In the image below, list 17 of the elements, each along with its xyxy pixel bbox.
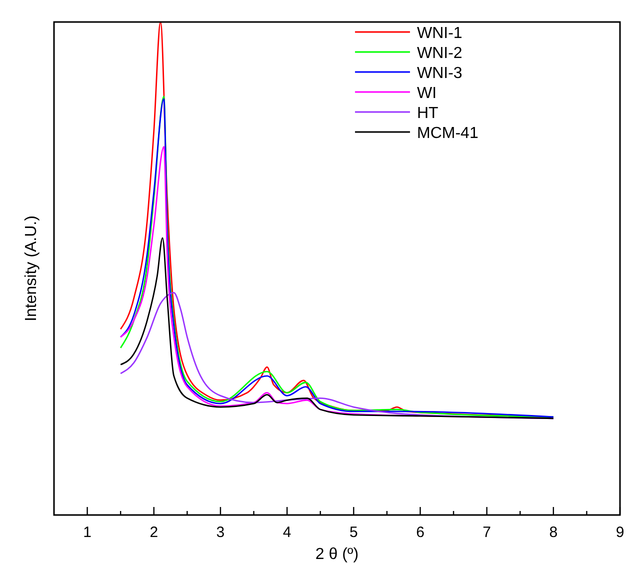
legend-label: WNI-2 bbox=[417, 45, 462, 62]
x-tick-label: 6 bbox=[416, 524, 424, 541]
x-axis-title: 2 θ (º) bbox=[315, 546, 359, 563]
x-tick-label: 4 bbox=[282, 524, 292, 541]
legend-label: MCM-41 bbox=[417, 125, 478, 142]
y-axis-title: Intensity (A.U.) bbox=[23, 216, 40, 322]
legend-label: HT bbox=[417, 105, 439, 122]
x-tick-label: 9 bbox=[616, 524, 624, 541]
x-tick-label: 1 bbox=[83, 524, 92, 541]
legend-label: WI bbox=[417, 85, 437, 102]
legend-label: WNI-3 bbox=[417, 65, 462, 82]
x-tick-label: 8 bbox=[549, 524, 558, 541]
x-tick-label: 3 bbox=[216, 524, 225, 541]
legend-label: WNI-1 bbox=[417, 25, 462, 42]
x-tick-label: 5 bbox=[349, 524, 358, 541]
x-tick-label: 7 bbox=[482, 524, 491, 541]
x-tick-label: 2 bbox=[150, 524, 158, 541]
